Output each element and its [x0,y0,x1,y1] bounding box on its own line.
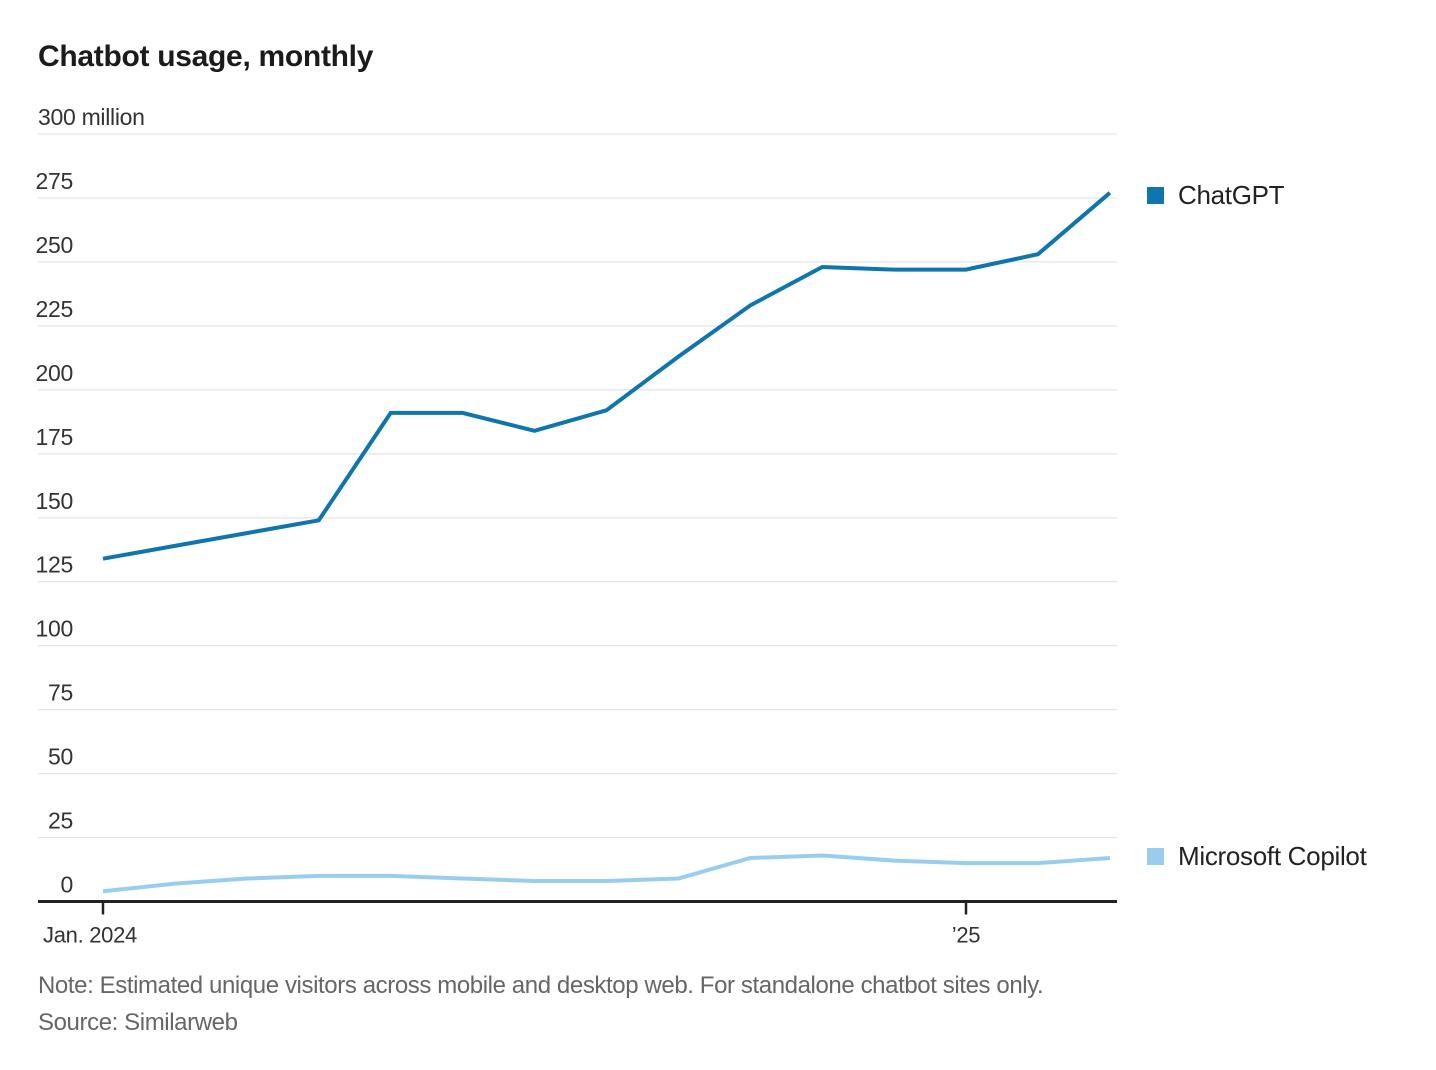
y-axis-label: 25 [48,808,73,834]
chart-source: Source: Similarweb [38,1009,238,1036]
chatgpt-legend-swatch-icon [1147,186,1164,204]
copilot-legend-swatch-icon [1147,847,1164,865]
series-line-0 [102,191,1112,561]
y-axis-label: 150 [36,488,73,514]
y-axis-label: 200 [36,360,73,386]
y-axis-label: 275 [36,168,73,194]
y-axis-label: 175 [36,424,73,450]
x-axis-label: ’25 [952,923,981,948]
chart-title: Chatbot usage, monthly [38,40,374,73]
y-axis-label: 300 million [38,104,145,130]
chatgpt-legend-label: ChatGPT [1178,180,1285,210]
x-axis-label: Jan. 2024 [43,923,137,948]
y-axis-label: 50 [48,744,73,770]
series-line-1 [102,853,1111,894]
legend-item-microsoft-copilot: Microsoft Copilot [1147,843,1367,869]
legend-item-chatgpt: ChatGPT [1147,180,1285,210]
y-axis-label: 225 [36,296,73,322]
chart-note: Note: Estimated unique visitors across m… [38,972,1044,999]
y-axis-label: 125 [36,552,73,578]
y-axis-label: 250 [36,232,73,258]
y-axis-label: 0 [61,872,74,898]
y-axis-label: 100 [36,616,73,642]
y-axis-label: 75 [48,680,73,706]
copilot-legend-label: Microsoft Copilot [1178,841,1367,871]
